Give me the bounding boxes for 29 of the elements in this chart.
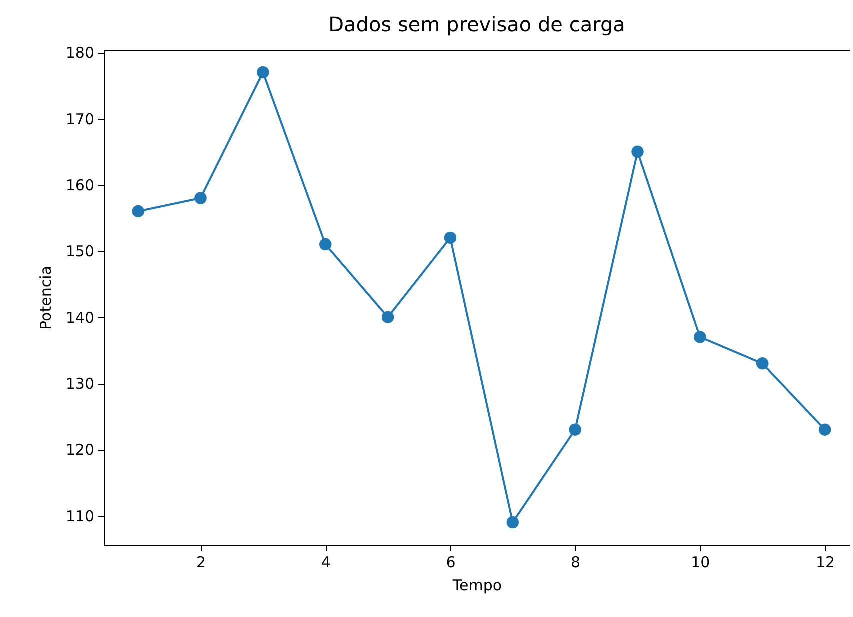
y-tick-label: 130: [66, 375, 94, 394]
point: [194, 192, 207, 204]
point: [506, 516, 520, 529]
x-axis-title: Tempo: [452, 576, 502, 594]
point: [319, 238, 332, 251]
x-tick-label: 2: [196, 554, 206, 572]
y-tick-label: 140: [66, 308, 94, 327]
x-tick-label: 10: [691, 554, 710, 572]
point: [257, 66, 270, 79]
x-tick-label: 8: [571, 554, 581, 572]
point: [756, 358, 769, 370]
point: [444, 232, 457, 244]
y-tick-label: 150: [66, 242, 94, 261]
y-tick-label: 170: [66, 110, 94, 128]
y-tick-label: 110: [66, 507, 94, 526]
x-tick-label: 4: [321, 554, 331, 572]
point: [632, 146, 644, 158]
y-tick-label: 160: [66, 176, 94, 194]
point: [382, 311, 394, 324]
point: [569, 424, 582, 436]
y-tick-label: 120: [66, 441, 94, 460]
x-tick-label: 6: [446, 554, 456, 572]
chart-title: Dados sem previsao de carga: [328, 12, 626, 37]
point: [132, 205, 144, 218]
y-tick-label: 180: [66, 44, 94, 62]
x-tick-label: 12: [816, 554, 836, 572]
y-axis-title: Potencia: [36, 266, 55, 330]
point: [694, 331, 706, 344]
point: [818, 424, 832, 436]
